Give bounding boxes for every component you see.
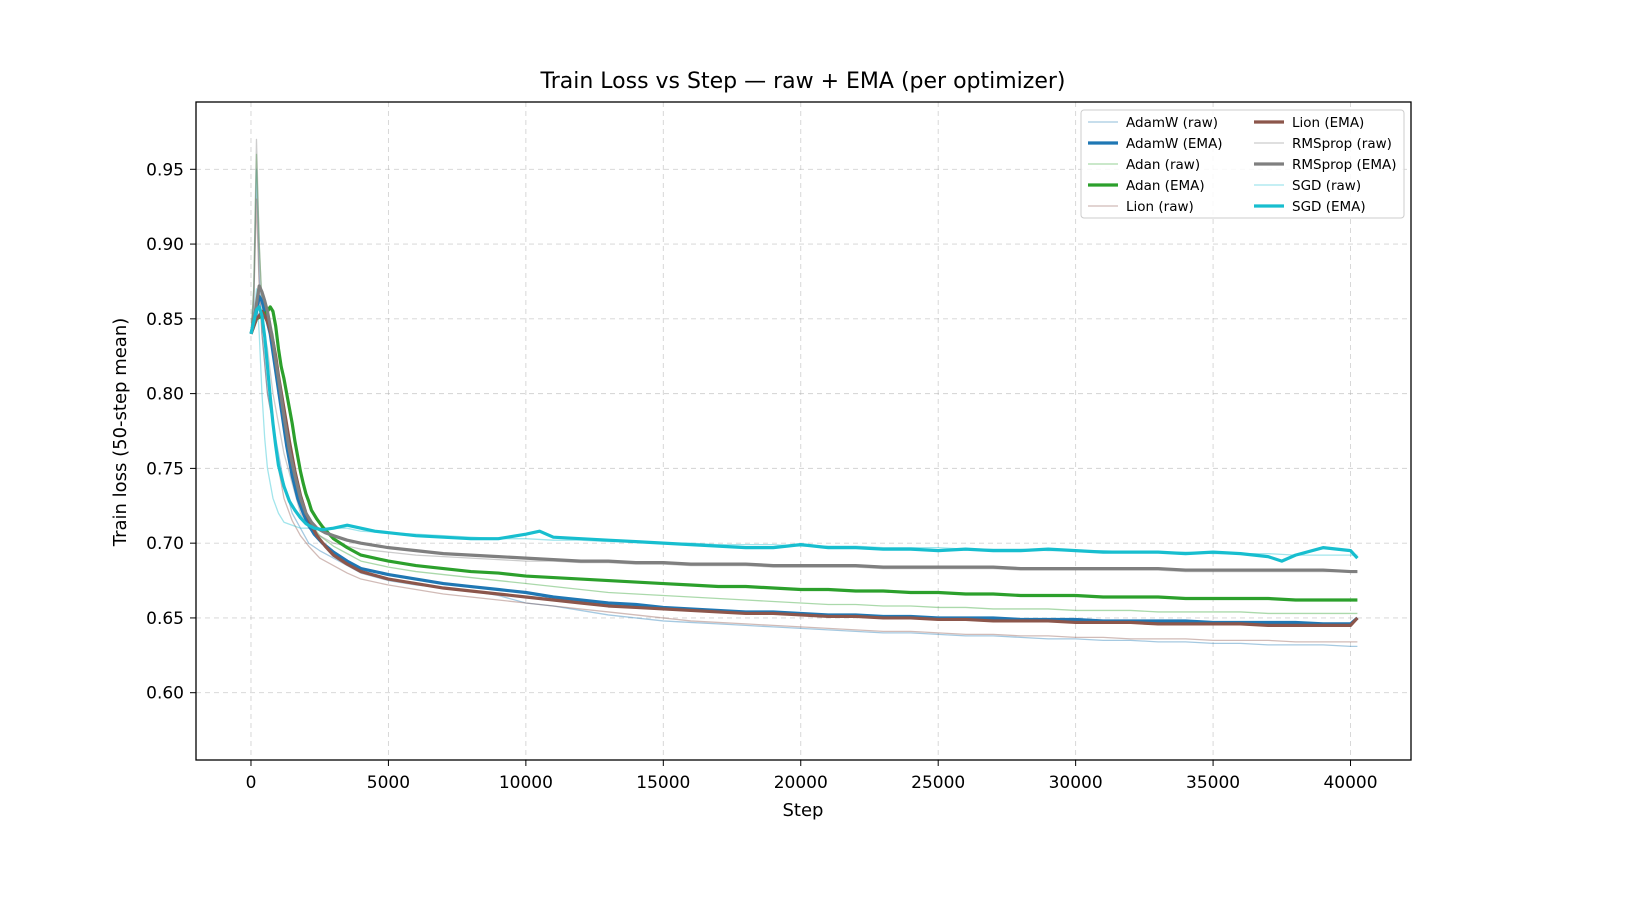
legend-label-adan-ema: Adan (EMA) (1126, 178, 1205, 194)
chart-title: Train Loss vs Step — raw + EMA (per opti… (540, 69, 1066, 94)
series-line-lion-raw (250, 198, 1358, 643)
series-line-sgd-raw (250, 288, 1358, 556)
x-tick-label: 15000 (636, 773, 690, 793)
x-tick-label: 40000 (1323, 773, 1377, 793)
y-tick-label: 0.80 (146, 385, 184, 405)
y-tick-label: 0.90 (146, 235, 184, 255)
legend-label-rmsprop-ema: RMSprop (EMA) (1292, 157, 1397, 173)
legend-label-adamw-ema: AdamW (EMA) (1126, 136, 1223, 152)
legend-label-lion-ema: Lion (EMA) (1292, 115, 1364, 131)
x-tick-label: 10000 (499, 773, 553, 793)
x-axis-label: Step (783, 800, 824, 821)
series-line-adamw-ema (249, 294, 1359, 626)
ema-series-layer (249, 284, 1359, 628)
x-tick-label: 30000 (1049, 773, 1103, 793)
series-line-sgd-ema (249, 305, 1359, 563)
series-line-rmsprop-ema (249, 284, 1358, 574)
y-axis-ticks: 0.60 0.65 0.70 0.75 0.80 0.85 0.90 0.95 (146, 160, 196, 704)
legend-label-sgd-ema: SGD (EMA) (1292, 199, 1366, 215)
x-tick-label: 20000 (774, 773, 828, 793)
legend-label-rmsprop-raw: RMSprop (raw) (1292, 136, 1392, 152)
y-tick-label: 0.75 (146, 459, 184, 479)
y-tick-label: 0.70 (146, 534, 184, 554)
legend-label-sgd-raw: SGD (raw) (1292, 178, 1361, 194)
series-line-adamw-raw (250, 168, 1358, 647)
series-line-adan-ema (249, 305, 1358, 602)
x-tick-label: 0 (246, 773, 257, 793)
x-tick-label: 35000 (1186, 773, 1240, 793)
y-tick-label: 0.85 (146, 310, 184, 330)
x-tick-label: 5000 (367, 773, 410, 793)
y-axis-label: Train loss (50-step mean) (110, 318, 131, 548)
plot-area-frame (195, 101, 1412, 761)
legend: AdamW (raw) AdamW (EMA) Adan (raw) Adan (EM… (1080, 109, 1405, 219)
x-axis-ticks: 0 5000 10000 15000 20000 25000 30000 35000 40000 (246, 760, 1378, 793)
y-tick-label: 0.65 (146, 609, 184, 629)
legend-label-adamw-raw: AdamW (raw) (1126, 115, 1218, 131)
legend-label-lion-raw: Lion (raw) (1126, 199, 1194, 215)
legend-box (1080, 109, 1405, 219)
y-tick-label: 0.60 (146, 684, 184, 704)
x-tick-label: 25000 (911, 773, 965, 793)
legend-label-adan-raw: Adan (raw) (1126, 157, 1200, 173)
y-tick-label: 0.95 (146, 160, 184, 180)
